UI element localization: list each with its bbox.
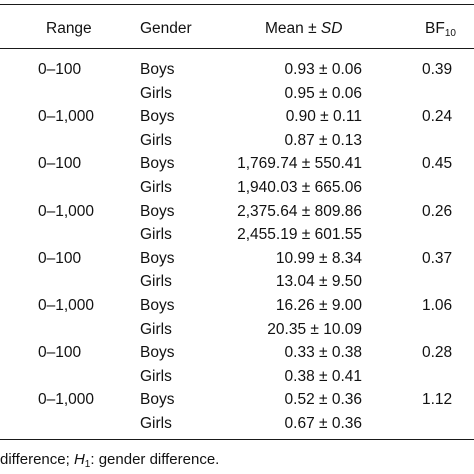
header-gender: Gender (140, 20, 192, 37)
row-mean-sd-cell: 0.87 ± 0.13 (284, 132, 362, 149)
header-range: Range (46, 20, 92, 37)
row-bf-cell: 0.37 (422, 250, 453, 267)
row-range-cell: 0–1,000 (38, 108, 95, 125)
footnote-suffix: : gender difference. (90, 451, 220, 468)
row-gender-cell: Boys (140, 344, 175, 361)
header-bf-base: BF (425, 20, 445, 37)
table-top-rule (0, 4, 474, 6)
footnote-h-subscript: 1 (84, 459, 91, 470)
row-gender-cell: Girls (140, 85, 172, 102)
row-bf-cell: 0.45 (422, 155, 453, 172)
row-bf-cell: 0.26 (422, 203, 453, 220)
row-gender-cell: Girls (140, 179, 172, 196)
row-mean-sd-cell: 0.95 ± 0.06 (284, 85, 362, 102)
footnote-h: H (73, 451, 85, 468)
row-range-cell: 0–100 (38, 155, 82, 172)
row-bf-cell: 1.06 (422, 297, 453, 314)
row-range-cell: 0–100 (38, 61, 82, 78)
row-range-cell: 0–1,000 (38, 297, 95, 314)
row-bf-cell: 1.12 (422, 391, 453, 408)
row-mean-sd-cell: 0.90 ± 0.11 (285, 108, 362, 125)
row-gender-cell: Girls (140, 368, 172, 385)
row-bf-cell: 0.24 (422, 108, 453, 125)
row-mean-sd-cell: 0.38 ± 0.41 (284, 368, 362, 385)
row-mean-sd-cell: 16.26 ± 9.00 (275, 297, 362, 314)
row-mean-sd-cell: 2,455.19 ± 601.55 (237, 226, 362, 243)
row-mean-sd-cell: 1,940.03 ± 665.06 (237, 179, 362, 196)
header-mean-sd: Mean ± SD (265, 20, 342, 38)
row-mean-sd-cell: 2,375.64 ± 809.86 (237, 203, 362, 220)
row-gender-cell: Boys (140, 250, 175, 267)
row-bf-cell: 0.28 (422, 344, 453, 361)
row-mean-sd-cell: 0.93 ± 0.06 (284, 61, 362, 78)
row-gender-cell: Boys (140, 108, 175, 125)
row-mean-sd-cell: 1,769.74 ± 550.41 (237, 155, 362, 172)
header-sd: SD (320, 20, 343, 37)
table-footnote: difference; H1: gender difference. (0, 451, 219, 474)
row-range-cell: 0–1,000 (38, 203, 95, 220)
row-range-cell: 0–100 (38, 344, 82, 361)
row-mean-sd-cell: 0.67 ± 0.36 (284, 415, 362, 432)
row-mean-sd-cell: 20.35 ± 10.09 (267, 321, 362, 338)
row-range-cell: 0–1,000 (38, 391, 95, 408)
row-mean-sd-cell: 10.99 ± 8.34 (275, 250, 362, 267)
row-mean-sd-cell: 0.33 ± 0.38 (284, 344, 362, 361)
row-gender-cell: Boys (140, 297, 175, 314)
table-bottom-rule (0, 439, 474, 441)
row-gender-cell: Boys (140, 61, 175, 78)
row-gender-cell: Boys (140, 155, 175, 172)
footnote-prefix: difference; (0, 451, 74, 468)
row-gender-cell: Boys (140, 391, 175, 408)
row-bf-cell: 0.39 (422, 61, 453, 78)
header-bayes-factor: BF10 (425, 20, 456, 43)
row-gender-cell: Girls (140, 132, 172, 149)
row-mean-sd-cell: 0.52 ± 0.36 (284, 391, 362, 408)
row-range-cell: 0–100 (38, 250, 82, 267)
row-gender-cell: Girls (140, 273, 172, 290)
row-mean-sd-cell: 13.04 ± 9.50 (275, 273, 362, 290)
row-gender-cell: Girls (140, 321, 172, 338)
header-mean-prefix: Mean ± (265, 20, 321, 37)
row-gender-cell: Girls (140, 415, 172, 432)
row-gender-cell: Girls (140, 226, 172, 243)
row-gender-cell: Boys (140, 203, 175, 220)
table-header-rule (0, 48, 474, 50)
header-bf-subscript: 10 (444, 28, 456, 39)
